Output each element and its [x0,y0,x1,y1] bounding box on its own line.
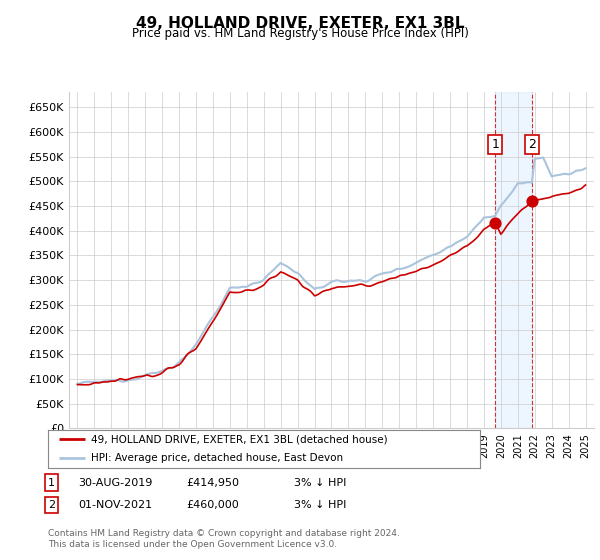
Text: 2: 2 [48,500,55,510]
Text: £414,950: £414,950 [186,478,239,488]
Text: Price paid vs. HM Land Registry's House Price Index (HPI): Price paid vs. HM Land Registry's House … [131,27,469,40]
Text: 49, HOLLAND DRIVE, EXETER, EX1 3BL (detached house): 49, HOLLAND DRIVE, EXETER, EX1 3BL (deta… [91,434,388,444]
Text: HPI: Average price, detached house, East Devon: HPI: Average price, detached house, East… [91,453,343,463]
Bar [495,92,532,428]
Text: 3% ↓ HPI: 3% ↓ HPI [294,500,346,510]
Text: 2: 2 [528,138,536,151]
Text: Contains HM Land Registry data © Crown copyright and database right 2024.
This d: Contains HM Land Registry data © Crown c… [48,529,400,549]
Text: 1: 1 [491,138,499,151]
Text: £460,000: £460,000 [186,500,239,510]
Text: 1: 1 [48,478,55,488]
Text: 30-AUG-2019: 30-AUG-2019 [78,478,152,488]
Text: 3% ↓ HPI: 3% ↓ HPI [294,478,346,488]
Text: 49, HOLLAND DRIVE, EXETER, EX1 3BL: 49, HOLLAND DRIVE, EXETER, EX1 3BL [136,16,464,31]
Text: 01-NOV-2021: 01-NOV-2021 [78,500,152,510]
Point [490,219,500,228]
Point [527,197,536,206]
